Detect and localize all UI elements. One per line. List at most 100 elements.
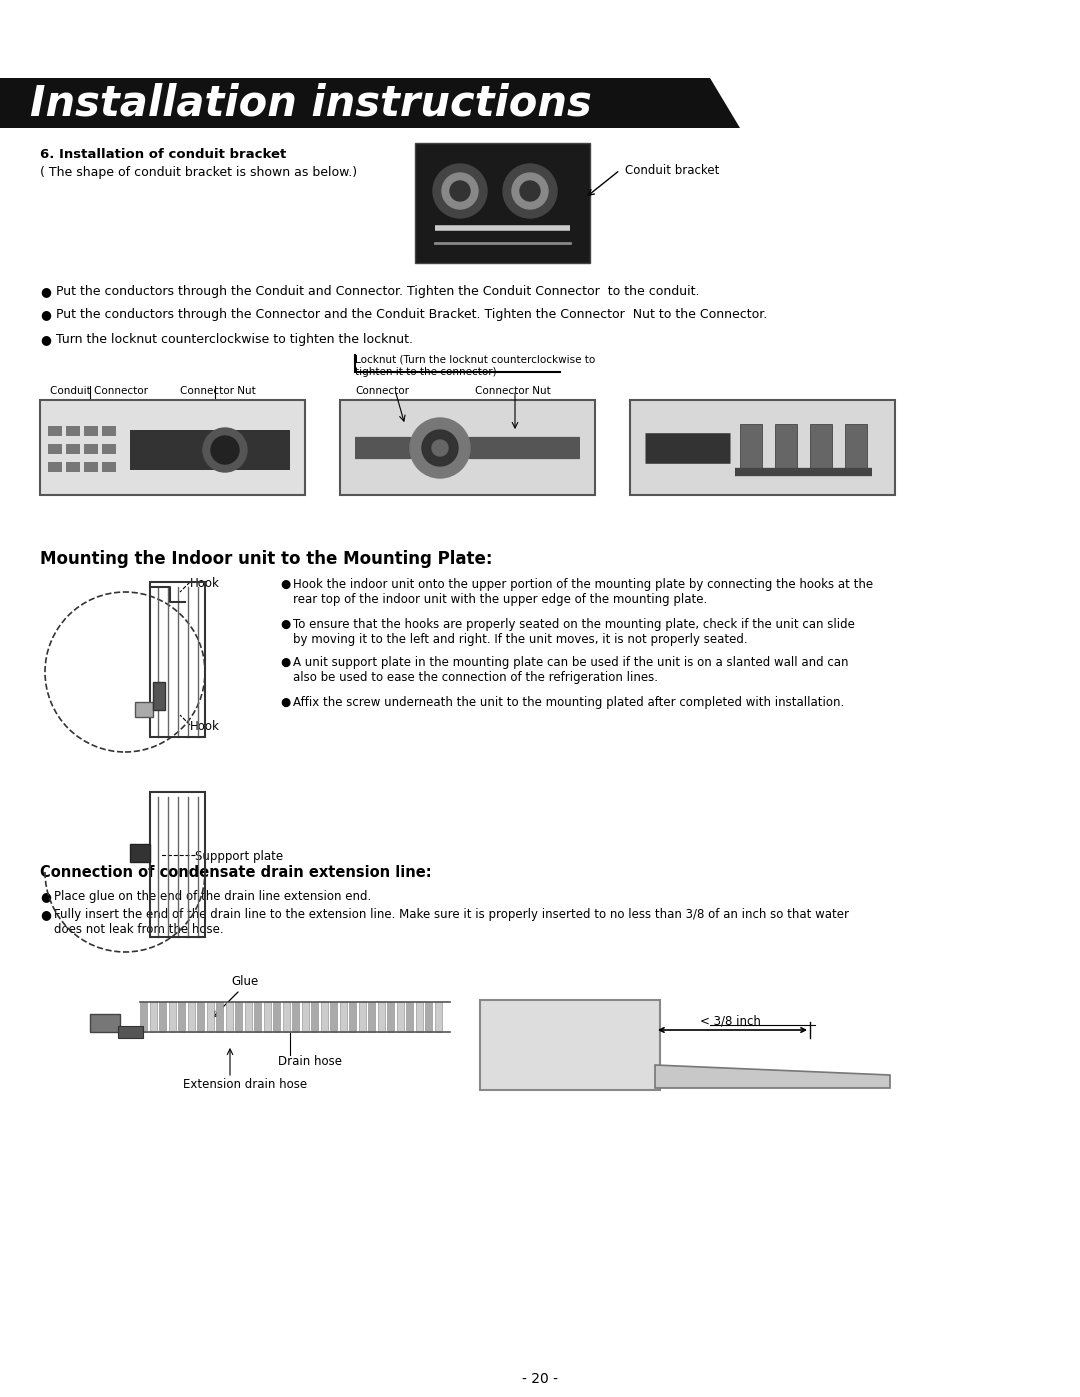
Text: A unit support plate in the mounting plate can be used if the unit is on a slant: A unit support plate in the mounting pla…	[293, 657, 849, 685]
Text: - 20 -: - 20 -	[522, 1372, 558, 1386]
Bar	[349, 1002, 356, 1032]
Text: Affix the screw underneath the unit to the mounting plated after completed with : Affix the screw underneath the unit to t…	[293, 696, 845, 710]
Circle shape	[512, 173, 548, 210]
Bar	[48, 444, 62, 454]
Bar	[66, 444, 80, 454]
Text: Hook: Hook	[190, 719, 220, 733]
Bar	[340, 400, 595, 495]
Bar	[168, 1002, 175, 1032]
Bar	[66, 462, 80, 472]
Text: Locknut (Turn the locknut counterclockwise to
tighten it to the connector): Locknut (Turn the locknut counterclockwi…	[355, 355, 595, 377]
Bar	[188, 1002, 194, 1032]
Bar	[150, 792, 205, 937]
Bar	[378, 1002, 384, 1032]
Bar	[159, 1002, 166, 1032]
Bar	[330, 1002, 337, 1032]
Text: ●: ●	[40, 332, 51, 346]
Bar	[387, 1002, 394, 1032]
Bar	[292, 1002, 299, 1032]
Text: Connector: Connector	[355, 386, 409, 395]
Text: ●: ●	[40, 908, 51, 921]
Bar	[226, 1002, 232, 1032]
Bar	[178, 1002, 185, 1032]
Bar	[339, 1002, 347, 1032]
Text: ●: ●	[280, 578, 291, 591]
Bar	[84, 462, 98, 472]
Text: Conduit bracket: Conduit bracket	[625, 163, 719, 176]
Bar	[775, 425, 797, 472]
Text: Installation instructions: Installation instructions	[30, 82, 592, 124]
Bar	[90, 1014, 120, 1032]
Text: Suppport plate: Suppport plate	[195, 849, 283, 863]
Bar	[130, 430, 291, 469]
Text: < 3/8 inch: < 3/8 inch	[700, 1016, 760, 1028]
Text: ●: ●	[40, 307, 51, 321]
Circle shape	[442, 173, 478, 210]
Text: Hook the indoor unit onto the upper portion of the mounting plate by connecting : Hook the indoor unit onto the upper port…	[293, 578, 873, 606]
Bar	[244, 1002, 252, 1032]
Bar	[102, 426, 116, 436]
Bar	[149, 1002, 157, 1032]
Text: ●: ●	[280, 696, 291, 710]
Bar	[406, 1002, 413, 1032]
Text: Put the conductors through the Connector and the Conduit Bracket. Tighten the Co: Put the conductors through the Connector…	[56, 307, 767, 321]
Bar	[150, 583, 205, 738]
Text: Conduit Connector: Conduit Connector	[50, 386, 148, 395]
Circle shape	[203, 427, 247, 472]
Bar	[396, 1002, 404, 1032]
Text: ●: ●	[280, 657, 291, 669]
Text: Connector Nut: Connector Nut	[475, 386, 551, 395]
Bar	[273, 1002, 280, 1032]
Text: Connection of condensate drain extension line:: Connection of condensate drain extension…	[40, 865, 432, 880]
Bar	[368, 1002, 375, 1032]
Bar	[206, 1002, 214, 1032]
Bar	[102, 444, 116, 454]
Text: ●: ●	[40, 285, 51, 298]
Text: Place glue on the end of the drain line extension end.: Place glue on the end of the drain line …	[54, 890, 372, 902]
Circle shape	[503, 163, 557, 218]
Bar	[630, 400, 895, 495]
Text: Turn the locknut counterclockwise to tighten the locknut.: Turn the locknut counterclockwise to tig…	[56, 332, 413, 346]
Bar	[84, 444, 98, 454]
Text: Put the conductors through the Conduit and Connector. Tighten the Conduit Connec: Put the conductors through the Conduit a…	[56, 285, 700, 298]
Circle shape	[211, 436, 239, 464]
Bar	[130, 844, 150, 862]
Text: ●: ●	[280, 617, 291, 631]
Text: 6. Installation of conduit bracket: 6. Installation of conduit bracket	[40, 148, 286, 161]
Bar	[216, 1002, 222, 1032]
Text: Fully insert the end of the drain line to the extension line. Make sure it is pr: Fully insert the end of the drain line t…	[54, 908, 849, 936]
Bar	[264, 1002, 270, 1032]
Text: Hook: Hook	[190, 577, 220, 590]
Text: Extension drain hose: Extension drain hose	[183, 1078, 307, 1091]
Bar	[426, 1002, 432, 1032]
Text: ( The shape of conduit bracket is shown as below.): ( The shape of conduit bracket is shown …	[40, 166, 357, 179]
Text: Glue: Glue	[231, 975, 258, 988]
Text: Mounting the Indoor unit to the Mounting Plate:: Mounting the Indoor unit to the Mounting…	[40, 550, 492, 569]
Text: ●: ●	[40, 890, 51, 902]
Bar	[301, 1002, 309, 1032]
Bar	[810, 425, 832, 472]
Bar	[197, 1002, 204, 1032]
Bar	[102, 462, 116, 472]
Bar	[845, 425, 867, 472]
Text: Connector Nut: Connector Nut	[180, 386, 256, 395]
Text: Drain hose: Drain hose	[278, 1055, 342, 1067]
Bar	[66, 426, 80, 436]
Bar	[283, 1002, 289, 1032]
Bar	[254, 1002, 261, 1032]
Polygon shape	[654, 1065, 890, 1088]
Bar	[480, 1000, 660, 1090]
Circle shape	[432, 440, 448, 455]
Circle shape	[422, 430, 458, 467]
Bar	[118, 1025, 143, 1038]
Bar	[321, 1002, 327, 1032]
Bar	[40, 400, 305, 495]
Circle shape	[410, 418, 470, 478]
Bar	[140, 1002, 147, 1032]
Polygon shape	[0, 78, 740, 129]
Bar	[48, 462, 62, 472]
Bar	[311, 1002, 318, 1032]
Bar	[48, 426, 62, 436]
Bar	[135, 703, 153, 717]
Bar	[415, 142, 590, 263]
